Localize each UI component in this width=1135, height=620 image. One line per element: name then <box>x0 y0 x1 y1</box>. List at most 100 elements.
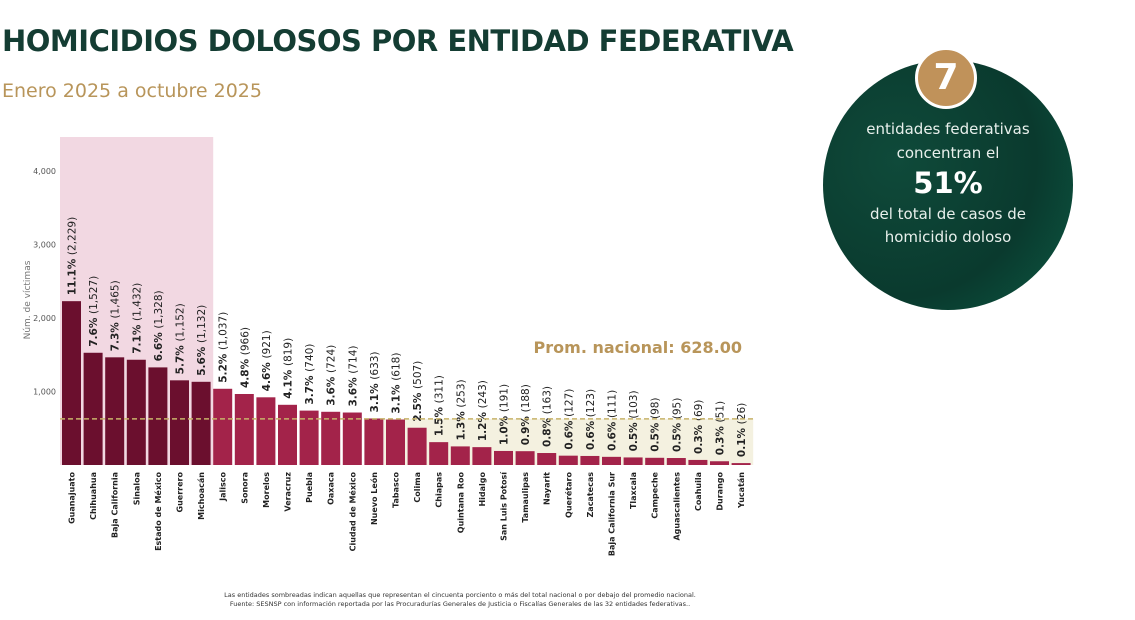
y-tick-label: 3,000 <box>33 241 56 250</box>
data-label: 4.1% (819) <box>283 338 295 399</box>
category-label: Tamaulipas <box>521 472 530 523</box>
bar <box>105 357 125 465</box>
percent-label: 5.2% <box>218 350 230 383</box>
bar <box>170 380 189 465</box>
category-label: Morelos <box>262 472 271 508</box>
value-label: (51) <box>715 401 727 423</box>
percent-label: 0.6% <box>585 417 597 450</box>
value-label: (819) <box>283 338 295 366</box>
data-label: 3.6% (714) <box>347 346 359 407</box>
percent-label: 11.1% <box>67 255 79 295</box>
data-label: 0.9% (188) <box>520 384 532 445</box>
percent-label: 1.5% <box>434 403 446 436</box>
category-label: Quintana Roo <box>456 471 465 533</box>
value-label: (1,132) <box>196 305 208 343</box>
data-label: 0.6% (123) <box>585 389 597 450</box>
data-label: 0.5% (98) <box>650 397 662 451</box>
bar <box>710 461 729 465</box>
category-label: Michoacán <box>197 472 206 520</box>
percent-label: 4.1% <box>283 366 295 399</box>
data-label: 11.1% (2,229) <box>67 217 79 295</box>
data-label: 4.6% (921) <box>261 330 273 391</box>
category-label: San Luis Potosí <box>500 471 509 541</box>
category-label: Tabasco <box>392 472 401 508</box>
data-label: 1.3% (253) <box>455 379 467 440</box>
value-label: (507) <box>412 361 424 389</box>
y-tick-label: 2,000 <box>33 314 56 323</box>
value-label: (111) <box>607 390 619 418</box>
page-title: HOMICIDIOS DOLOSOS POR ENTIDAD FEDERATIV… <box>2 24 794 58</box>
bar-chart: 1,000 2,000 3,000 4,000 Núm. de víctimas 11.1… <box>23 137 754 556</box>
category-label: Estado de México <box>153 471 163 550</box>
category-label: Guanajuato <box>68 472 77 524</box>
bar <box>666 458 686 465</box>
bar <box>364 418 384 465</box>
data-label: 6.6% (1,328) <box>153 290 165 361</box>
percent-label: 1.0% <box>499 412 511 445</box>
percent-label: 6.6% <box>153 329 165 362</box>
bar <box>515 451 535 465</box>
category-label: Puebla <box>305 472 314 503</box>
data-label: 0.3% (51) <box>715 401 727 455</box>
value-label: (633) <box>369 351 381 379</box>
data-label: 1.0% (191) <box>499 384 511 445</box>
value-label: (1,432) <box>131 283 143 321</box>
data-label: 7.6% (1,527) <box>88 276 100 347</box>
bar <box>191 381 211 465</box>
data-label: 0.1% (26) <box>736 403 748 457</box>
category-label: Chihuahua <box>89 472 98 520</box>
category-label: Nuevo León <box>369 472 379 525</box>
category-label: Aguascalientes <box>672 472 681 541</box>
callout-line3: del total de casos de <box>869 205 1027 223</box>
bar <box>731 463 751 465</box>
percent-label: 4.6% <box>261 359 273 392</box>
percent-label: 5.6% <box>196 343 208 376</box>
bar <box>213 388 233 465</box>
data-label: 5.2% (1,037) <box>218 312 230 383</box>
data-label: 5.6% (1,132) <box>196 305 208 376</box>
value-label: (921) <box>261 330 273 358</box>
value-label: (724) <box>326 345 338 373</box>
data-label: 0.8% (163) <box>542 386 554 447</box>
percent-label: 3.1% <box>369 380 381 413</box>
data-label: 0.6% (111) <box>607 390 619 451</box>
value-label: (123) <box>585 389 597 417</box>
data-label: 2.5% (507) <box>412 361 424 422</box>
value-label: (1,152) <box>175 303 187 341</box>
value-label: (243) <box>477 380 489 408</box>
bar <box>386 419 405 465</box>
percent-label: 7.1% <box>131 321 143 354</box>
bar <box>278 404 297 465</box>
bar <box>580 455 600 465</box>
page-subtitle: Enero 2025 a octubre 2025 <box>2 80 262 102</box>
bar <box>602 456 621 465</box>
data-label: 0.3% (69) <box>693 400 705 454</box>
value-label: (740) <box>304 344 316 372</box>
percent-label: 0.1% <box>736 424 748 457</box>
value-label: (26) <box>736 403 748 425</box>
percent-label: 1.3% <box>455 408 467 441</box>
percent-label: 5.7% <box>175 342 187 375</box>
average-label: Prom. nacional: 628.00 <box>534 338 742 357</box>
bar <box>450 446 470 465</box>
percent-label: 0.8% <box>542 414 554 447</box>
category-label: Sinaloa <box>132 472 141 505</box>
bar <box>299 410 319 465</box>
data-label: 0.5% (103) <box>628 390 640 451</box>
bar <box>234 393 254 465</box>
data-label: 1.5% (311) <box>434 375 446 436</box>
footnote-shading: Las entidades sombreadas indican aquella… <box>224 591 696 599</box>
category-label: Hidalgo <box>478 472 487 507</box>
category-label: Colima <box>413 472 422 503</box>
bar <box>342 412 362 465</box>
category-label: Campeche <box>651 471 660 518</box>
percent-label: 1.2% <box>477 408 489 441</box>
category-label: Chiapas <box>435 472 444 508</box>
percent-label: 0.3% <box>693 421 705 454</box>
category-label: Tlaxcala <box>629 472 638 509</box>
percent-label: 3.6% <box>347 374 359 407</box>
data-label: 3.1% (633) <box>369 351 381 412</box>
percent-label: 0.3% <box>715 422 727 455</box>
category-label: Guerrero <box>176 472 185 513</box>
bar <box>62 301 81 465</box>
